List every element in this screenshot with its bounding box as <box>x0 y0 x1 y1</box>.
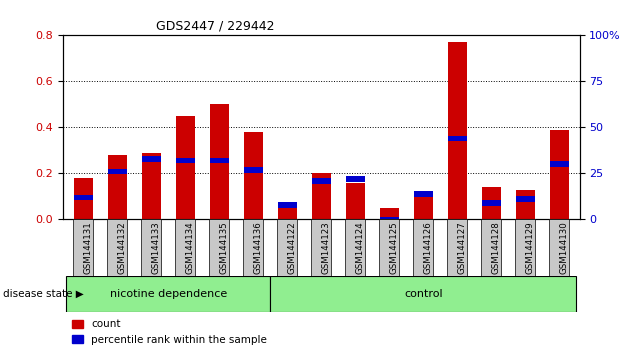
Bar <box>270 276 576 312</box>
Bar <box>549 219 570 276</box>
Bar <box>141 219 161 276</box>
Bar <box>244 167 263 173</box>
Text: control: control <box>404 289 442 299</box>
Bar <box>379 219 399 276</box>
Bar <box>73 219 93 276</box>
Text: GSM144131: GSM144131 <box>83 221 93 274</box>
Bar <box>448 42 467 219</box>
Text: GDS2447 / 229442: GDS2447 / 229442 <box>156 20 275 33</box>
Legend: count, percentile rank within the sample: count, percentile rank within the sample <box>68 315 271 349</box>
Bar <box>176 158 195 164</box>
Bar <box>66 276 270 312</box>
Bar <box>176 116 195 219</box>
Bar <box>210 158 229 164</box>
Bar <box>244 132 263 219</box>
Text: GSM144127: GSM144127 <box>457 221 466 274</box>
Text: GSM144134: GSM144134 <box>185 221 194 274</box>
Text: GSM144125: GSM144125 <box>389 221 398 274</box>
Text: GSM144136: GSM144136 <box>253 221 262 274</box>
Bar <box>515 219 535 276</box>
Bar <box>210 104 229 219</box>
Bar <box>482 187 501 219</box>
Bar <box>481 219 501 276</box>
Text: GSM144126: GSM144126 <box>423 221 432 274</box>
Bar <box>414 191 433 196</box>
Bar <box>516 189 535 219</box>
Bar <box>312 178 331 184</box>
Text: GSM144128: GSM144128 <box>491 221 500 274</box>
Bar <box>346 183 365 219</box>
Bar <box>108 169 127 175</box>
Text: GSM144132: GSM144132 <box>117 221 127 274</box>
Text: GSM144124: GSM144124 <box>355 221 364 274</box>
Bar <box>277 219 297 276</box>
Bar <box>142 156 161 162</box>
Bar <box>413 219 433 276</box>
Text: GSM144130: GSM144130 <box>559 221 568 274</box>
Bar <box>278 202 297 208</box>
Bar <box>74 178 93 219</box>
Bar <box>209 219 229 276</box>
Bar <box>107 219 127 276</box>
Bar <box>312 173 331 219</box>
Bar <box>482 200 501 206</box>
Bar <box>243 219 263 276</box>
Bar <box>345 219 365 276</box>
Text: GSM144135: GSM144135 <box>219 221 228 274</box>
Bar <box>175 219 195 276</box>
Bar <box>550 161 568 167</box>
Text: GSM144123: GSM144123 <box>321 221 330 274</box>
Text: nicotine dependence: nicotine dependence <box>110 289 227 299</box>
Text: disease state ▶: disease state ▶ <box>3 289 84 299</box>
Bar <box>380 217 399 222</box>
Bar <box>380 208 399 219</box>
Text: GSM144129: GSM144129 <box>525 221 534 274</box>
Text: GSM144122: GSM144122 <box>287 221 296 274</box>
Bar <box>448 136 467 141</box>
Bar <box>414 192 433 219</box>
Bar <box>108 155 127 219</box>
Bar <box>550 130 568 219</box>
Bar <box>74 194 93 200</box>
Bar <box>311 219 331 276</box>
Text: GSM144133: GSM144133 <box>151 221 161 274</box>
Bar <box>447 219 467 276</box>
Bar <box>142 153 161 219</box>
Bar <box>516 196 535 202</box>
Bar <box>278 203 297 219</box>
Bar <box>346 176 365 182</box>
